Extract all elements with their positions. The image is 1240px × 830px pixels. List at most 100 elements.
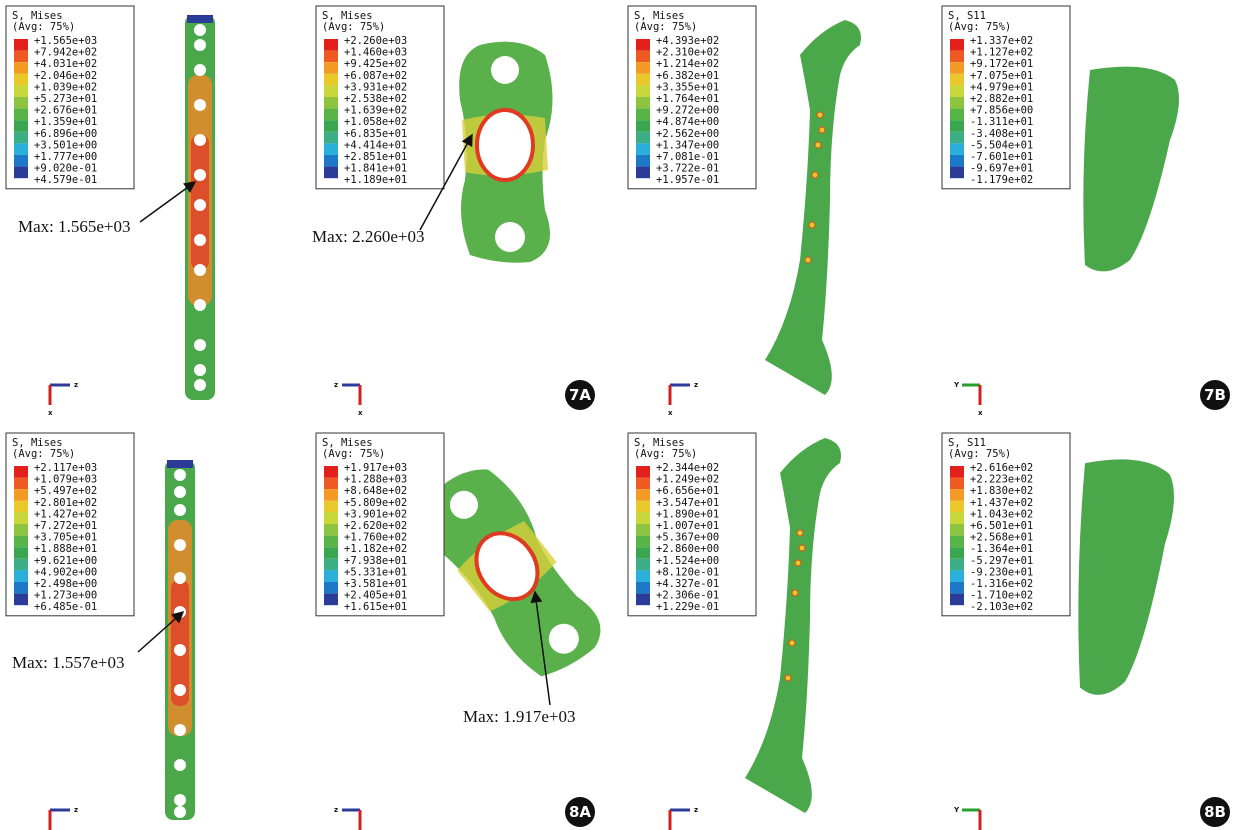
legend-value: +8.648e+02 <box>344 485 407 497</box>
legend-band <box>324 143 338 155</box>
legend-band <box>950 143 964 155</box>
legend-band <box>14 132 28 144</box>
legend-band <box>950 62 964 74</box>
legend-value: +1.359e+01 <box>34 116 97 128</box>
screw-hole <box>812 172 818 178</box>
hole <box>194 339 206 351</box>
plate-end <box>187 15 213 23</box>
legend-avg: (Avg: 75%) <box>634 21 697 33</box>
legend-value: +3.581e+01 <box>344 578 407 590</box>
legend-band <box>324 85 338 97</box>
screw-hole <box>789 640 795 646</box>
legend-band <box>324 559 338 571</box>
legend-band <box>14 97 28 109</box>
legend-band <box>324 489 338 501</box>
legend-value: +4.979e+01 <box>970 81 1033 93</box>
legend-band <box>950 466 964 478</box>
axis-label: Y <box>953 806 960 814</box>
legend-band <box>636 85 650 97</box>
legend-value: +2.620e+02 <box>344 520 407 532</box>
screw-hole <box>817 112 823 118</box>
legend-band <box>636 582 650 594</box>
legend-band <box>636 547 650 559</box>
hole <box>194 39 206 51</box>
legend-value: +1.524e+00 <box>656 555 719 567</box>
legend-value: -5.504e+01 <box>970 139 1033 151</box>
legend-value: +2.306e-01 <box>656 590 719 602</box>
hole <box>495 222 525 252</box>
legend-value: +1.043e+02 <box>970 508 1033 520</box>
legend-band <box>324 109 338 121</box>
screw-hole <box>795 560 801 566</box>
legend-band <box>324 132 338 144</box>
hole <box>174 684 186 696</box>
legend-band <box>636 478 650 490</box>
plate-end <box>167 460 193 468</box>
legend-band <box>324 501 338 513</box>
legend-avg: (Avg: 75%) <box>634 448 697 460</box>
bone-section <box>1083 67 1179 272</box>
legend-value: +1.830e+02 <box>970 485 1033 497</box>
legend-band <box>14 167 28 179</box>
legend-band <box>636 74 650 86</box>
legend-band <box>14 559 28 571</box>
legend-value: +1.337e+02 <box>970 35 1033 47</box>
legend-band <box>636 466 650 478</box>
legend-avg: (Avg: 75%) <box>12 21 75 33</box>
legend-value: +6.835e+01 <box>344 128 407 140</box>
legend-value: +5.809e+02 <box>344 497 407 509</box>
legend-value: +2.568e+01 <box>970 532 1033 544</box>
hole <box>174 469 186 481</box>
legend-value: -9.697e+01 <box>970 163 1033 175</box>
legend-band <box>14 501 28 513</box>
panel: S, Mises(Avg: 75%)+2.344e+02+1.249e+02+6… <box>628 433 841 830</box>
legend-avg: (Avg: 75%) <box>12 448 75 460</box>
legend-band <box>636 132 650 144</box>
legend-band <box>636 62 650 74</box>
legend-band <box>324 536 338 548</box>
legend-value: +4.902e+00 <box>34 566 97 578</box>
legend-avg: (Avg: 75%) <box>948 21 1011 33</box>
legend-band <box>950 582 964 594</box>
hole <box>194 299 206 311</box>
panel: S, Mises(Avg: 75%)+2.260e+03+1.460e+03+9… <box>312 6 553 417</box>
legend-band <box>636 39 650 51</box>
legend-band <box>14 74 28 86</box>
axis-label: z <box>74 381 78 389</box>
legend-value: +1.565e+03 <box>34 35 97 47</box>
legend-band <box>636 524 650 536</box>
legend-band <box>950 97 964 109</box>
legend-value: +3.705e+01 <box>34 532 97 544</box>
legend-value: -2.103e+02 <box>970 601 1033 613</box>
legend-value: +2.882e+01 <box>970 93 1033 105</box>
legend-value: +1.777e+00 <box>34 151 97 163</box>
legend-value: +7.938e+01 <box>344 555 407 567</box>
legend-value: +2.405e+01 <box>344 590 407 602</box>
legend-band <box>324 547 338 559</box>
legend-band <box>14 489 28 501</box>
legend-band <box>636 167 650 179</box>
legend-band <box>14 39 28 51</box>
legend-value: +2.616e+02 <box>970 462 1033 474</box>
panel-badge-label: 8B <box>1204 803 1226 821</box>
legend-band <box>950 155 964 167</box>
legend-band <box>14 547 28 559</box>
hole <box>174 606 186 618</box>
legend-band <box>636 51 650 63</box>
legend-value: +9.621e+00 <box>34 555 97 567</box>
legend-value: -1.316e+02 <box>970 578 1033 590</box>
legend-value: +1.957e-01 <box>656 174 719 186</box>
screw-hole <box>809 222 815 228</box>
legend-value: -1.179e+02 <box>970 174 1033 186</box>
legend-value: +2.562e+00 <box>656 128 719 140</box>
legend-value: +1.039e+02 <box>34 81 97 93</box>
screw-hole <box>797 530 803 536</box>
hole <box>194 99 206 111</box>
legend-value: +2.676e+01 <box>34 105 97 117</box>
hole <box>174 806 186 818</box>
panel: S, Mises(Avg: 75%)+4.393e+02+2.310e+02+1… <box>628 6 861 417</box>
legend-value: +4.874e+00 <box>656 116 719 128</box>
legend-value: +5.273e+01 <box>34 93 97 105</box>
legend-band <box>950 74 964 86</box>
legend-value: +1.888e+01 <box>34 543 97 555</box>
